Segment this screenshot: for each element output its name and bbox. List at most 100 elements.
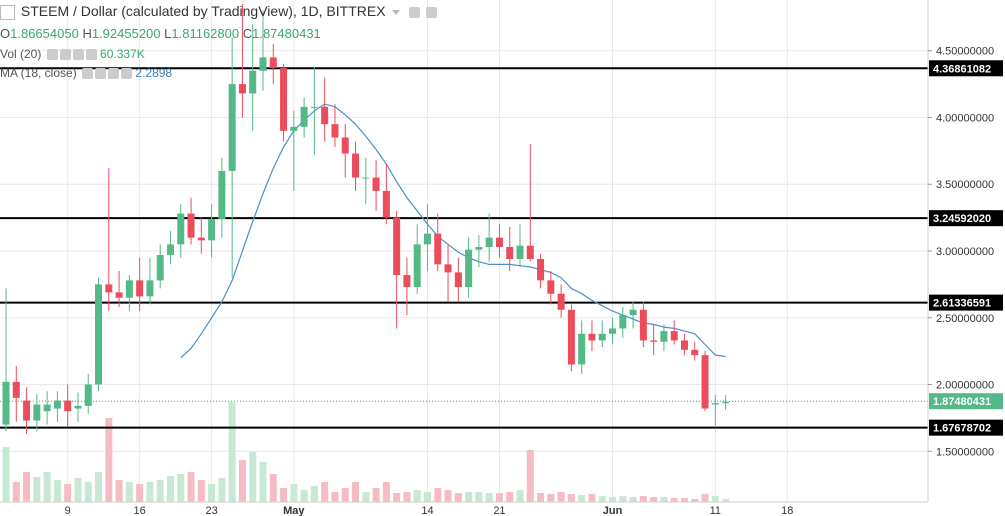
candle xyxy=(670,320,678,345)
candle xyxy=(598,320,606,348)
candle xyxy=(156,244,164,289)
eye-icon[interactable] xyxy=(82,68,94,80)
candle xyxy=(136,257,144,312)
volume-bar xyxy=(506,492,514,502)
legend-title: STEEM / Dollar (calculated by TradingVie… xyxy=(0,3,438,20)
gear-icon[interactable] xyxy=(426,6,438,18)
candle-body xyxy=(105,284,113,293)
candle xyxy=(64,384,72,428)
volume-bar xyxy=(341,488,349,502)
settings-icon[interactable] xyxy=(59,49,71,61)
volume-bar xyxy=(413,490,421,502)
candle-body xyxy=(280,68,288,131)
volume-bar xyxy=(722,499,730,502)
close-icon[interactable] xyxy=(72,49,84,61)
settings-icon[interactable] xyxy=(409,6,421,18)
candle-body xyxy=(115,292,123,298)
candle xyxy=(115,271,123,308)
candle xyxy=(125,275,133,312)
checkbox-icon[interactable] xyxy=(0,4,15,20)
time-tick-label: 23 xyxy=(205,505,217,516)
volume-bar xyxy=(465,492,473,502)
ma-legend: MA (18, close) 2.2898 xyxy=(0,66,172,80)
time-tick-label: May xyxy=(283,505,305,516)
candle-body xyxy=(372,177,380,191)
candle xyxy=(660,324,668,352)
candle-body xyxy=(43,404,51,412)
volume-bar xyxy=(557,492,565,502)
volume-bar xyxy=(228,402,236,502)
candle-body xyxy=(2,381,10,425)
volume-bar xyxy=(537,493,545,502)
volume-bar xyxy=(156,480,164,502)
volume-bar xyxy=(105,418,113,502)
level-tag-bg xyxy=(929,210,1003,227)
open-label: O xyxy=(0,26,11,41)
candle-body xyxy=(639,309,647,341)
candle xyxy=(639,301,647,348)
candle-body xyxy=(526,245,534,260)
volume-bar xyxy=(382,482,390,502)
candle xyxy=(269,44,277,85)
candle xyxy=(352,141,360,191)
candle xyxy=(53,391,61,422)
more-icon[interactable] xyxy=(121,68,133,80)
candle-body xyxy=(506,246,514,260)
settings-icon[interactable] xyxy=(95,68,107,80)
volume-bar xyxy=(650,497,658,502)
candle-body xyxy=(629,309,637,316)
volume-bar xyxy=(125,482,133,502)
candle-body xyxy=(238,84,246,94)
candle-body xyxy=(680,340,688,350)
close-icon[interactable] xyxy=(108,68,120,80)
volume-bar xyxy=(249,452,257,502)
candle xyxy=(33,393,41,432)
eye-icon[interactable] xyxy=(46,49,58,61)
candle xyxy=(23,387,31,434)
candle-body xyxy=(403,275,411,288)
candle-body xyxy=(156,255,164,281)
candle-body xyxy=(413,244,421,288)
level-tag-bg xyxy=(929,419,1003,436)
level-tag-label: 1.67678702 xyxy=(933,423,991,435)
time-tick-label: Jun xyxy=(603,505,623,516)
horizontal-levels xyxy=(0,67,928,429)
candle xyxy=(423,204,431,272)
more-icon[interactable] xyxy=(85,49,97,61)
volume-bar xyxy=(177,474,185,502)
ma-label: MA (18, close) xyxy=(0,66,77,80)
candle xyxy=(537,253,545,289)
volume-bar xyxy=(238,460,246,502)
volume-bar xyxy=(475,492,483,502)
candle xyxy=(444,244,452,302)
time-tick-label: 21 xyxy=(493,505,505,516)
candle-body xyxy=(670,331,678,341)
candle xyxy=(95,277,103,392)
candle-body xyxy=(701,355,709,409)
candle xyxy=(629,301,637,329)
candle xyxy=(43,391,51,425)
volume-legend: Vol (20) 60.337K xyxy=(0,47,145,61)
candle-body xyxy=(218,170,226,219)
symbol-title: STEEM / Dollar (calculated by TradingVie… xyxy=(20,3,386,19)
volume-bar xyxy=(444,490,452,502)
candle-body xyxy=(228,84,236,171)
volume-bar xyxy=(393,493,401,502)
volume-bar xyxy=(197,480,205,502)
candle-body xyxy=(74,405,82,409)
chevron-down-icon[interactable] xyxy=(392,9,401,15)
volume-bar xyxy=(74,478,82,502)
volume-bar xyxy=(372,488,380,502)
candle-body xyxy=(321,106,329,125)
level-tag-bg xyxy=(929,294,1003,311)
price-axis-ticks: 1.50000000 2.00000000 2.50000000 3.00000000… xyxy=(928,46,994,458)
volume-bar xyxy=(701,494,709,502)
volume-bar xyxy=(53,480,61,502)
candle-body xyxy=(23,400,31,421)
candle xyxy=(146,257,154,305)
volume-bar xyxy=(290,484,298,502)
volume-bar xyxy=(352,482,360,502)
candle-body xyxy=(187,213,195,238)
price-tick-label: 3.00000000 xyxy=(936,246,994,258)
